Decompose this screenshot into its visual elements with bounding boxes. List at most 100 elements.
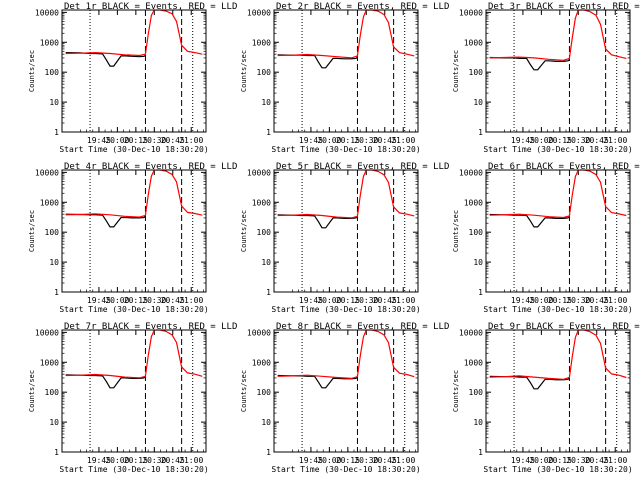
x-axis-label: Start Time (30-Dec-10 18:30:20)	[59, 145, 208, 154]
y-tick-label: 100	[45, 68, 60, 77]
x-axis-label: Start Time (30-Dec-10 18:30:20)	[271, 145, 420, 154]
y-tick-label: 1000	[464, 198, 483, 207]
y-tick-label: 100	[45, 228, 60, 237]
x-tick-label: 20:00	[317, 296, 341, 305]
x-tick-label: 19:45	[511, 456, 535, 465]
panel-title: Det 9r BLACK = Events, RED = LLD	[488, 322, 640, 332]
x-axis-label: Start Time (30-Dec-10 18:30:20)	[271, 305, 420, 314]
x-tick-label: 21:00	[391, 456, 415, 465]
y-tick-label: 1	[266, 288, 271, 297]
x-tick-label: 20:45	[373, 456, 397, 465]
x-tick-label: 19:45	[511, 296, 535, 305]
y-axis-label: Counts/sec	[452, 210, 460, 252]
y-tick-label: 1000	[252, 38, 271, 47]
x-tick-label: 20:30	[566, 136, 590, 145]
y-tick-label: 10000	[247, 168, 271, 177]
panel-frame	[485, 169, 631, 293]
detector-panel: Det 3r BLACK = Events, RED = LLD Counts/s…	[452, 2, 640, 154]
panel-frame	[273, 9, 419, 133]
x-axis-label: Start Time (30-Dec-10 18:30:20)	[59, 465, 208, 474]
lld-series-line	[489, 10, 627, 61]
x-axis-label: Start Time (30-Dec-10 18:30:20)	[483, 145, 632, 154]
x-tick-label: 20:30	[354, 456, 378, 465]
x-tick-label: 20:00	[105, 136, 129, 145]
x-tick-label: 20:15	[124, 456, 148, 465]
y-axis-label: Counts/sec	[240, 210, 248, 252]
events-series-line	[65, 213, 146, 228]
panel-title: Det 8r BLACK = Events, RED = LLD	[276, 322, 449, 332]
panel-title: Det 3r BLACK = Events, RED = LLD	[488, 2, 640, 12]
x-tick-label: 20:00	[529, 296, 553, 305]
y-tick-label: 100	[469, 68, 484, 77]
x-tick-label: 21:00	[391, 136, 415, 145]
y-tick-label: 1	[54, 288, 59, 297]
x-tick-label: 20:15	[124, 136, 148, 145]
x-tick-label: 21:00	[179, 456, 203, 465]
x-tick-label: 20:30	[142, 136, 166, 145]
y-tick-label: 1	[478, 448, 483, 457]
x-tick-label: 20:30	[142, 296, 166, 305]
x-tick-label: 20:00	[529, 136, 553, 145]
detector-panel: Det 6r BLACK = Events, RED = LLD Counts/s…	[452, 162, 640, 314]
x-tick-label: 20:15	[336, 296, 360, 305]
y-tick-label: 10000	[247, 8, 271, 17]
detector-panel: Det 2r BLACK = Events, RED = LLD Counts/s…	[240, 2, 449, 154]
y-tick-label: 1000	[40, 198, 59, 207]
lld-series-line	[65, 330, 203, 379]
y-tick-label: 1000	[464, 358, 483, 367]
x-tick-label: 20:00	[317, 136, 341, 145]
detector-panel: Det 5r BLACK = Events, RED = LLD Counts/s…	[240, 162, 449, 314]
y-axis-label: Counts/sec	[452, 50, 460, 92]
panel-frame	[61, 9, 207, 133]
y-tick-label: 1	[54, 448, 59, 457]
events-series-line	[489, 213, 570, 228]
x-axis-label: Start Time (30-Dec-10 18:30:20)	[483, 465, 632, 474]
x-tick-label: 21:00	[391, 296, 415, 305]
x-tick-label: 19:45	[87, 456, 111, 465]
y-tick-label: 1000	[252, 198, 271, 207]
y-tick-label: 10000	[459, 328, 483, 337]
x-axis-label: Start Time (30-Dec-10 18:30:20)	[271, 465, 420, 474]
x-tick-label: 20:15	[124, 296, 148, 305]
y-axis-label: Counts/sec	[28, 370, 36, 412]
x-tick-label: 20:15	[548, 296, 572, 305]
y-tick-label: 1	[54, 128, 59, 137]
x-tick-label: 20:45	[161, 456, 185, 465]
x-tick-label: 20:45	[585, 456, 609, 465]
y-tick-label: 100	[469, 228, 484, 237]
detector-panel: Det 4r BLACK = Events, RED = LLD Counts/s…	[28, 162, 237, 314]
y-tick-label: 1	[266, 448, 271, 457]
detector-panel: Det 7r BLACK = Events, RED = LLD Counts/s…	[28, 322, 237, 474]
x-tick-label: 20:30	[566, 456, 590, 465]
y-tick-label: 100	[257, 388, 272, 397]
panel-frame	[61, 329, 207, 453]
y-tick-label: 10	[261, 258, 271, 267]
y-axis-label: Counts/sec	[452, 370, 460, 412]
y-tick-label: 10	[49, 418, 59, 427]
x-tick-label: 20:45	[373, 136, 397, 145]
x-tick-label: 20:00	[529, 456, 553, 465]
x-tick-label: 20:45	[373, 296, 397, 305]
x-tick-label: 20:00	[105, 296, 129, 305]
x-tick-label: 21:00	[603, 456, 627, 465]
x-tick-label: 20:15	[548, 456, 572, 465]
panel-frame	[485, 9, 631, 133]
detector-panel: Det 8r BLACK = Events, RED = LLD Counts/s…	[240, 322, 449, 474]
x-tick-label: 21:00	[179, 136, 203, 145]
y-tick-label: 100	[257, 228, 272, 237]
y-tick-label: 1000	[40, 38, 59, 47]
y-axis-label: Counts/sec	[28, 50, 36, 92]
lld-series-line	[277, 170, 415, 219]
y-tick-label: 10	[261, 418, 271, 427]
y-tick-label: 100	[257, 68, 272, 77]
x-tick-label: 21:00	[603, 136, 627, 145]
panel-frame	[273, 329, 419, 453]
x-tick-label: 20:00	[317, 456, 341, 465]
x-tick-label: 20:15	[336, 456, 360, 465]
y-tick-label: 10	[49, 98, 59, 107]
y-axis-label: Counts/sec	[240, 50, 248, 92]
panel-title: Det 6r BLACK = Events, RED = LLD	[488, 162, 640, 172]
detector-panel: Det 1r BLACK = Events, RED = LLD Counts/s…	[28, 2, 237, 154]
panel-title: Det 1r BLACK = Events, RED = LLD	[64, 2, 237, 12]
y-axis-label: Counts/sec	[28, 210, 36, 252]
